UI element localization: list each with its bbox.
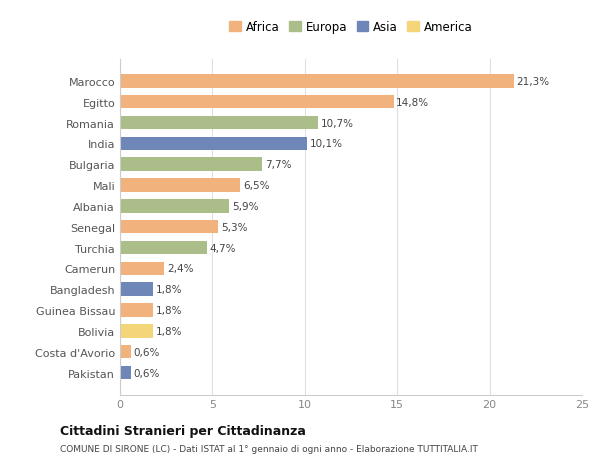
Bar <box>120 75 514 89</box>
Legend: Africa, Europa, Asia, America: Africa, Europa, Asia, America <box>227 19 475 36</box>
Text: 4,7%: 4,7% <box>209 243 236 253</box>
Text: 0,6%: 0,6% <box>134 347 160 357</box>
Bar <box>120 303 153 317</box>
Text: 1,8%: 1,8% <box>156 285 182 295</box>
Text: 5,3%: 5,3% <box>221 222 247 232</box>
Text: 2,4%: 2,4% <box>167 264 194 274</box>
Text: 7,7%: 7,7% <box>265 160 292 170</box>
Text: 14,8%: 14,8% <box>396 97 430 107</box>
Text: 0,6%: 0,6% <box>134 368 160 378</box>
Bar <box>120 241 207 255</box>
Text: 1,8%: 1,8% <box>156 326 182 336</box>
Bar <box>120 220 218 234</box>
Text: 10,7%: 10,7% <box>320 118 353 128</box>
Text: 1,8%: 1,8% <box>156 305 182 315</box>
Text: 5,9%: 5,9% <box>232 202 259 212</box>
Bar <box>120 179 240 192</box>
Bar <box>120 117 318 130</box>
Bar <box>120 158 262 172</box>
Bar <box>120 283 153 297</box>
Bar <box>120 95 394 109</box>
Bar <box>120 200 229 213</box>
Bar <box>120 262 164 275</box>
Bar <box>120 366 131 380</box>
Bar <box>120 345 131 359</box>
Text: COMUNE DI SIRONE (LC) - Dati ISTAT al 1° gennaio di ogni anno - Elaborazione TUT: COMUNE DI SIRONE (LC) - Dati ISTAT al 1°… <box>60 444 478 453</box>
Bar <box>120 137 307 151</box>
Text: Cittadini Stranieri per Cittadinanza: Cittadini Stranieri per Cittadinanza <box>60 424 306 437</box>
Bar <box>120 325 153 338</box>
Text: 10,1%: 10,1% <box>310 139 343 149</box>
Text: 6,5%: 6,5% <box>243 181 269 190</box>
Text: 21,3%: 21,3% <box>517 77 550 87</box>
